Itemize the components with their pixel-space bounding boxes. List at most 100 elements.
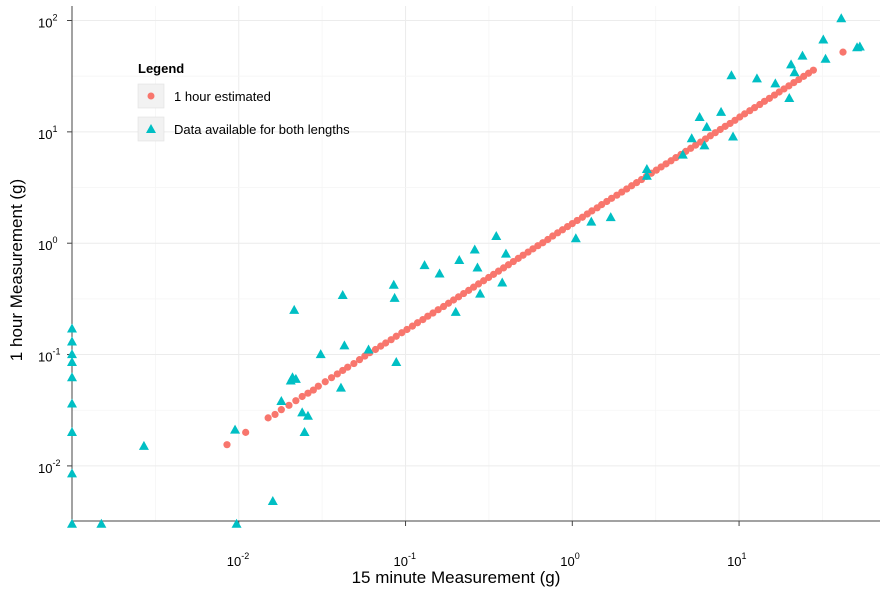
point-estimated	[809, 66, 817, 74]
point-both-lengths	[434, 268, 445, 278]
point-both-lengths	[586, 216, 597, 226]
y-tick-label: 100	[38, 235, 57, 253]
point-estimated	[387, 336, 395, 344]
point-estimated	[314, 382, 322, 390]
point-estimated	[413, 319, 422, 327]
y-tick-label: 102	[38, 13, 57, 31]
x-axis-ticks: 10-2 10-1 100 101	[227, 521, 747, 569]
point-estimated	[350, 359, 358, 368]
point-both-lengths	[491, 231, 502, 241]
point-both-lengths	[389, 292, 400, 302]
y-axis-ticks: 10-2 10-1 100 101 102	[38, 13, 72, 476]
point-both-lengths	[500, 248, 511, 258]
point-both-lengths	[701, 121, 712, 131]
x-tick-label: 10-2	[227, 551, 249, 569]
point-both-lengths	[339, 340, 350, 350]
point-estimated	[304, 389, 312, 397]
legend-label-estimated: 1 hour estimated	[174, 89, 271, 104]
point-estimated	[344, 363, 352, 371]
point-estimated	[223, 441, 231, 449]
point-both-lengths	[686, 133, 697, 143]
point-both-lengths	[677, 149, 688, 159]
point-both-lengths	[469, 244, 480, 254]
point-both-lengths	[67, 323, 77, 333]
point-both-lengths	[276, 395, 287, 405]
point-both-lengths	[726, 70, 737, 80]
point-estimated	[588, 207, 596, 215]
point-estimated	[424, 312, 432, 320]
point-both-lengths	[419, 260, 430, 270]
point-both-lengths	[641, 170, 652, 180]
point-estimated	[403, 325, 411, 334]
point-estimated	[264, 414, 272, 422]
y-axis-title: 1 hour Measurement (g)	[7, 179, 26, 361]
point-both-lengths	[230, 424, 241, 434]
point-both-lengths	[67, 372, 77, 382]
point-estimated	[309, 386, 317, 394]
data-points	[67, 13, 865, 528]
point-estimated	[434, 306, 442, 314]
point-both-lengths	[728, 131, 739, 141]
x-axis-title: 15 minute Measurement (g)	[352, 568, 561, 587]
point-estimated	[408, 322, 417, 330]
point-both-lengths	[391, 357, 402, 367]
point-both-lengths	[699, 140, 710, 150]
point-both-lengths	[475, 288, 486, 298]
point-estimated	[327, 374, 336, 382]
point-both-lengths	[570, 233, 581, 243]
point-both-lengths	[605, 212, 616, 222]
point-both-lengths	[67, 468, 77, 478]
point-both-lengths	[716, 106, 727, 116]
point-both-lengths	[363, 344, 374, 354]
point-both-lengths	[786, 59, 797, 69]
point-both-lengths	[472, 262, 483, 272]
point-both-lengths	[67, 426, 77, 436]
legend-label-both: Data available for both lengths	[174, 122, 350, 137]
point-estimated	[298, 392, 306, 401]
point-both-lengths	[454, 255, 465, 265]
y-tick-label: 10-1	[38, 347, 60, 365]
point-estimated	[607, 194, 616, 202]
point-both-lengths	[290, 373, 301, 383]
point-estimated	[292, 397, 300, 405]
point-both-lengths	[315, 349, 326, 359]
point-both-lengths	[67, 518, 77, 528]
point-both-lengths	[789, 67, 800, 77]
x-tick-label: 101	[727, 551, 746, 569]
point-both-lengths	[67, 349, 77, 359]
point-both-lengths	[751, 73, 762, 83]
point-both-lengths	[297, 407, 308, 417]
point-estimated	[382, 339, 390, 347]
point-both-lengths	[818, 34, 829, 44]
legend-title: Legend	[138, 61, 184, 76]
point-both-lengths	[267, 495, 278, 505]
point-estimated	[271, 410, 279, 419]
point-both-lengths	[138, 440, 149, 450]
point-estimated	[333, 370, 341, 378]
point-both-lengths	[694, 111, 705, 121]
point-both-lengths	[337, 289, 348, 299]
point-both-lengths	[67, 336, 77, 346]
point-estimated	[371, 345, 380, 354]
point-estimated	[398, 329, 406, 337]
point-both-lengths	[797, 50, 808, 60]
point-estimated	[277, 406, 285, 414]
point-both-lengths	[641, 164, 652, 174]
point-estimated	[741, 110, 749, 118]
point-both-lengths	[302, 410, 313, 420]
point-both-lengths	[231, 518, 242, 528]
point-estimated	[355, 356, 364, 364]
x-tick-label: 10-1	[394, 551, 416, 569]
y-tick-label: 10-2	[38, 458, 60, 476]
point-both-lengths	[299, 426, 310, 436]
point-both-lengths	[289, 304, 300, 314]
point-estimated	[839, 48, 847, 56]
legend: Legend 1 hour estimated Data available f…	[137, 61, 350, 142]
point-estimated	[242, 428, 250, 436]
point-both-lengths	[854, 41, 865, 51]
x-tick-label: 100	[560, 551, 579, 569]
y-tick-label: 101	[38, 124, 57, 142]
point-estimated	[429, 309, 437, 317]
